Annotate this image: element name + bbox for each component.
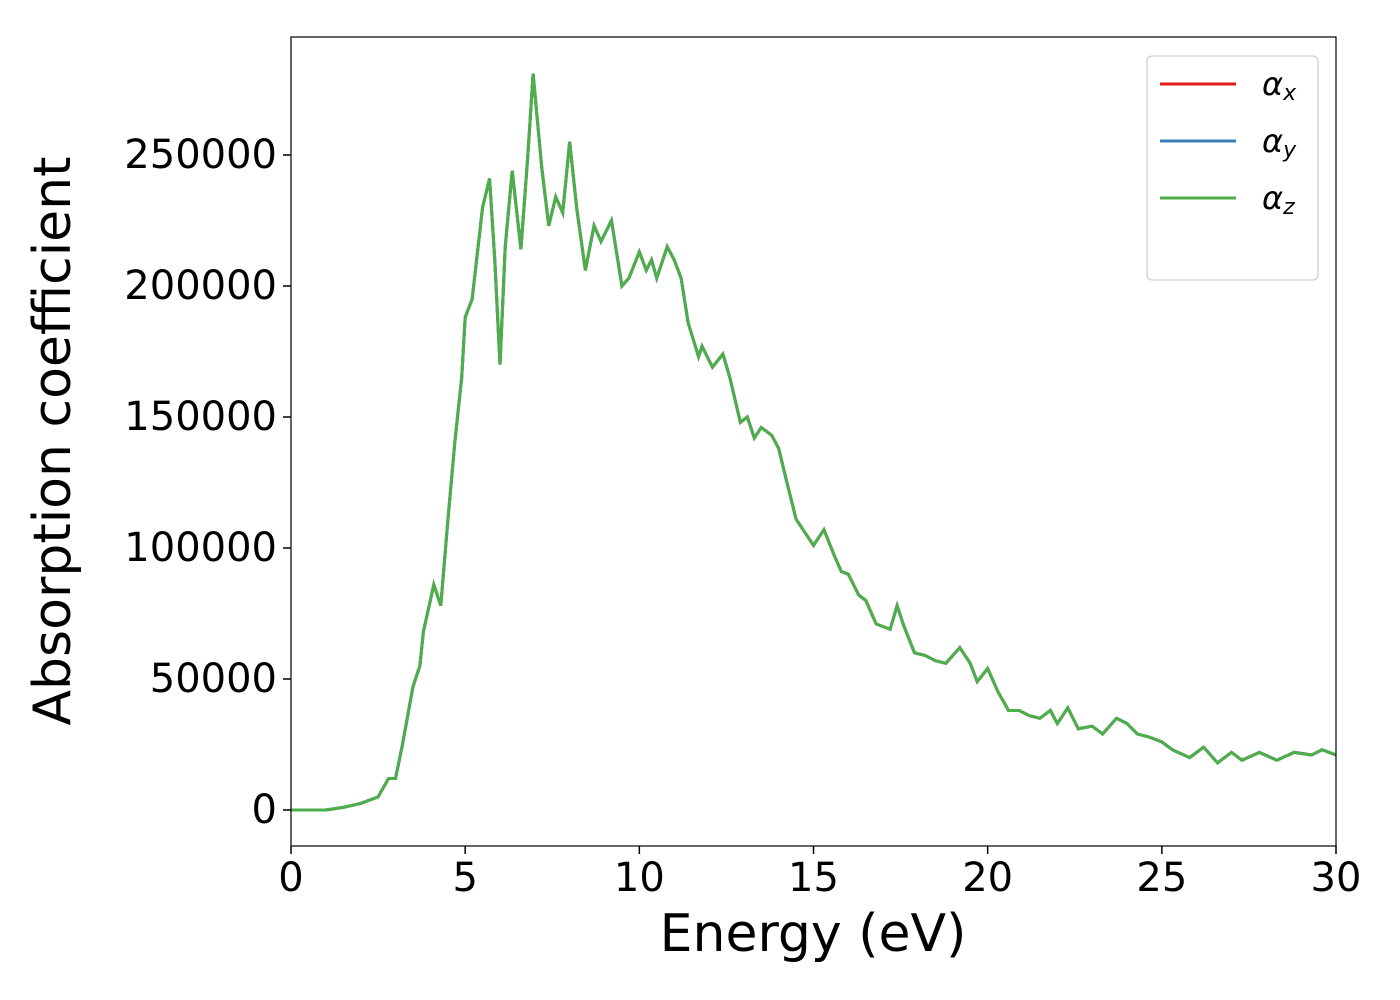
- x-tick-label: 25: [1136, 855, 1187, 901]
- legend-label: αx: [1262, 65, 1297, 106]
- legend-box: [1146, 55, 1319, 281]
- legend: αx αy αz: [1146, 55, 1319, 281]
- y-axis-label: Absorption coefficient: [23, 156, 83, 725]
- y-tick-label: 100000: [124, 525, 277, 571]
- data-line: [291, 73, 1336, 812]
- legend-label: αy: [1262, 122, 1297, 163]
- y-tick-label: 250000: [124, 132, 277, 178]
- x-tick-label: 15: [788, 855, 839, 901]
- y-tick-label: 50000: [150, 656, 277, 702]
- x-tick-label: 20: [962, 855, 1013, 901]
- legend-label: αz: [1262, 179, 1295, 220]
- x-tick-label: 0: [278, 855, 303, 901]
- plot-frame: [290, 36, 1337, 847]
- x-tick-label: 10: [614, 855, 665, 901]
- y-tick-label: 0: [252, 787, 277, 833]
- x-tick-label: 30: [1311, 855, 1362, 901]
- x-axis-label: Energy (eV): [660, 904, 967, 964]
- x-tick-label: 5: [452, 855, 477, 901]
- y-tick-label: 200000: [124, 263, 277, 309]
- y-tick-label: 150000: [124, 394, 277, 440]
